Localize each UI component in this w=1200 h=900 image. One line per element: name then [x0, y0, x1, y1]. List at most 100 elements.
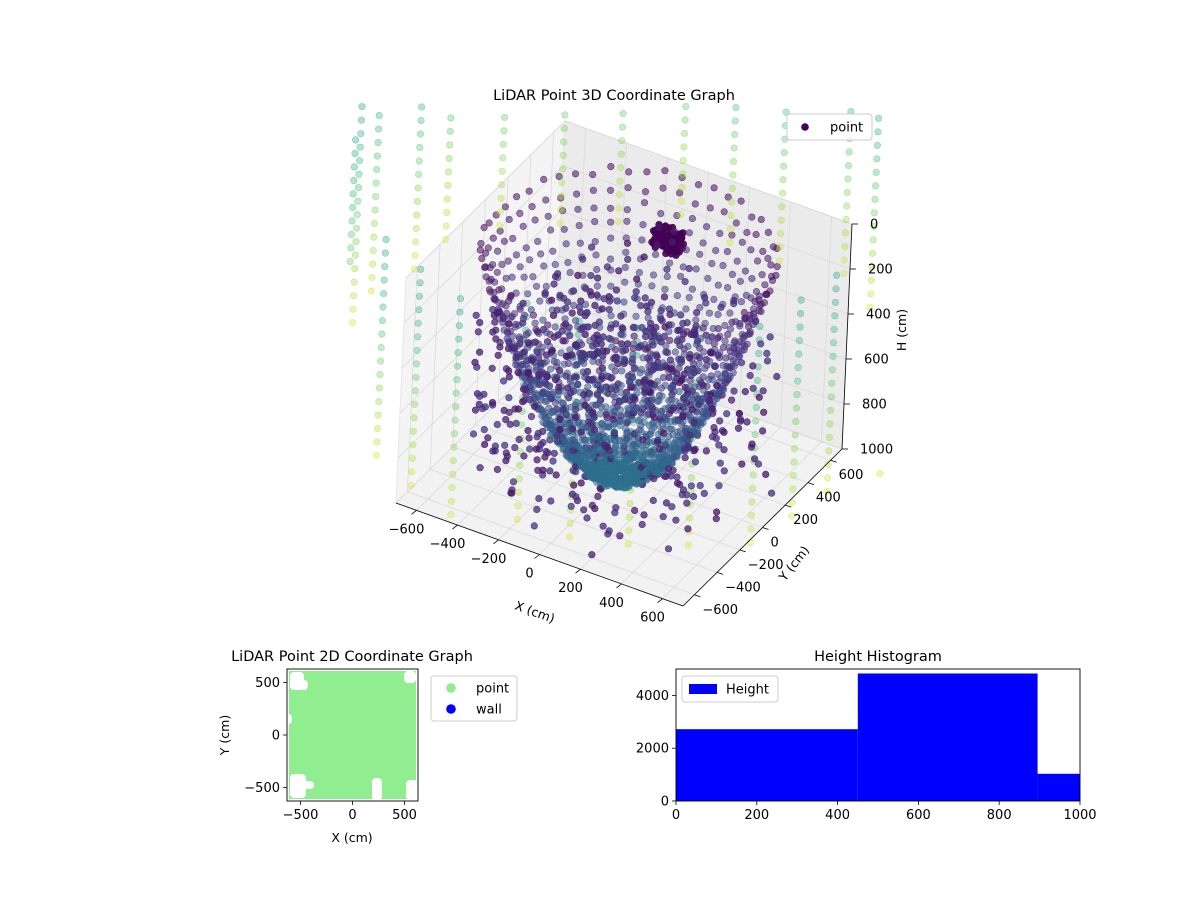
point-3d [630, 430, 638, 438]
point-3d [590, 204, 598, 212]
point-3d [418, 103, 426, 111]
point-3d [558, 178, 566, 186]
point-3d [514, 502, 522, 510]
point-3d [379, 303, 387, 311]
point-3d [655, 445, 664, 453]
point-3d [480, 426, 488, 434]
point-3d [566, 268, 574, 277]
point-3d [584, 323, 593, 331]
point-3d [630, 340, 638, 348]
point-3d [690, 418, 698, 427]
point-3d [411, 387, 419, 395]
point-3d [520, 396, 528, 405]
point-3d [607, 295, 615, 303]
point-3d [552, 471, 560, 479]
point-3d [661, 285, 669, 293]
point-3d [639, 354, 647, 362]
z-tick-label-3d: 800 [862, 398, 887, 413]
point-3d [526, 256, 534, 264]
point-3d [563, 298, 572, 306]
point-3d [757, 215, 765, 224]
point-3d [409, 441, 417, 449]
point-3d [617, 164, 625, 172]
point-3d [737, 197, 745, 205]
point-3d [688, 285, 697, 293]
point-3d [787, 512, 796, 520]
point-3d [701, 319, 709, 328]
point-3d [549, 247, 557, 255]
x-axis-label-3d: X (cm) [513, 598, 557, 626]
point-3d [535, 494, 543, 503]
point-3d [353, 224, 361, 232]
point-3d [832, 271, 841, 279]
point-3d [493, 268, 501, 276]
point-3d [869, 236, 877, 244]
point-3d [607, 163, 615, 171]
point-3d [580, 506, 588, 514]
point-3d [562, 372, 570, 380]
point-3d [525, 187, 533, 195]
point-3d [570, 301, 578, 310]
point-3d [688, 214, 697, 223]
point-3d [558, 207, 567, 215]
point-3d [669, 466, 677, 474]
point-3d [534, 237, 542, 245]
point-3d [632, 312, 640, 320]
point-3d [683, 491, 691, 499]
point-3d [653, 377, 662, 386]
point-3d [618, 123, 627, 131]
y-tick-3d [830, 459, 837, 463]
point-3d [776, 243, 784, 251]
point-3d [631, 294, 639, 302]
point-3d [796, 310, 805, 318]
point-3d [555, 172, 563, 180]
point-3d [780, 149, 788, 157]
point-3d [639, 436, 647, 444]
point-3d [558, 399, 566, 407]
point-3d [413, 197, 422, 206]
point-3d [670, 404, 678, 412]
point-3d [492, 211, 500, 219]
point-3d [697, 335, 705, 343]
point-3d [630, 332, 638, 340]
point-3d [372, 179, 380, 187]
point-3d [747, 511, 756, 520]
point-3d [649, 351, 658, 359]
point-3d [699, 239, 707, 247]
point-3d [685, 265, 693, 273]
z-tick-label-3d: 1000 [860, 443, 893, 458]
y-tick-3d [762, 527, 769, 530]
point-3d [716, 459, 724, 467]
point-3d [873, 141, 882, 149]
point-3d [606, 204, 615, 212]
point-3d [755, 349, 763, 358]
point-3d [500, 237, 509, 245]
point-3d [632, 288, 640, 296]
point-3d [493, 420, 501, 429]
point-3d [356, 157, 364, 165]
point-3d [574, 205, 582, 213]
point-3d [714, 334, 722, 342]
y-tick-label-3d: 200 [793, 513, 818, 528]
point-3d [758, 427, 767, 435]
point-3d [494, 351, 502, 359]
chart-3d: LiDAR Point 3D Coordinate Graph −600 −400… [346, 88, 909, 626]
point-3d [747, 525, 755, 533]
point-3d [749, 384, 757, 392]
point-3d [756, 322, 764, 331]
point-3d [498, 285, 506, 293]
point-3d [653, 241, 661, 249]
point-3d [641, 389, 649, 397]
point-3d [449, 457, 457, 465]
point-3d [417, 116, 425, 125]
point-3d [702, 223, 711, 231]
point-3d [670, 227, 679, 236]
point-3d [705, 397, 713, 405]
point-3d [451, 416, 459, 424]
point-3d [510, 310, 519, 318]
point-3d [688, 406, 696, 414]
point-3d [701, 364, 709, 373]
point-3d [685, 294, 693, 302]
point-3d [515, 435, 523, 444]
point-3d [681, 454, 689, 462]
